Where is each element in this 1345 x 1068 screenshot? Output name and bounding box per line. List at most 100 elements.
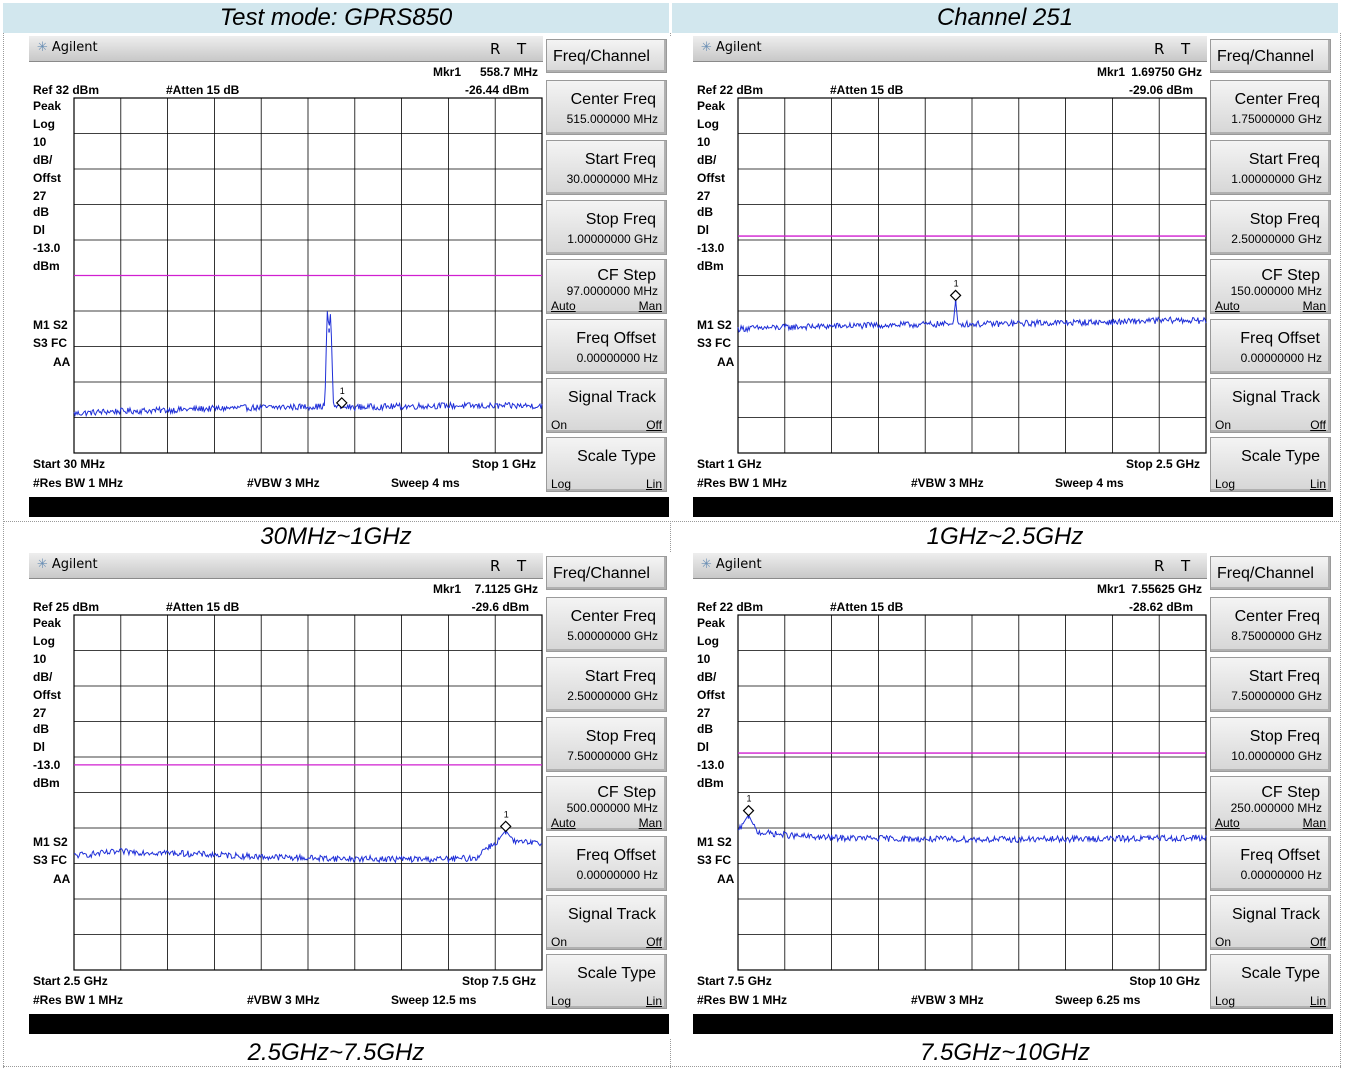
cf-step-key-option-left[interactable]: Auto <box>1215 299 1240 313</box>
scale-type-key-option-right[interactable]: Lin <box>645 994 662 1008</box>
left-annotation: Log <box>697 117 719 131</box>
marker-number: 1 <box>747 794 752 804</box>
scale-type-key-option-left[interactable]: Log <box>551 994 572 1008</box>
signal-track-key-label: Signal Track <box>1231 906 1320 923</box>
left-annotation: dB/ <box>33 153 53 167</box>
scale-type-key-option-right[interactable]: Lin <box>645 477 662 491</box>
start-frequency: Start 1 GHz <box>697 457 762 471</box>
cf-step-key-option-left[interactable]: Auto <box>551 816 576 830</box>
scale-type-key-option-left[interactable]: Log <box>1215 994 1236 1008</box>
menu-title-label: Freq/Channel <box>553 565 650 582</box>
scale-type-key-option-left[interactable]: Log <box>1215 477 1236 491</box>
signal-track-key-option-right[interactable]: Off <box>1310 935 1326 949</box>
cf-step-key[interactable]: CF Step 250.000000 MHz Auto Man <box>1210 776 1331 831</box>
center-freq-key-value: 8.75000000 GHz <box>1231 629 1322 643</box>
marker-diamond <box>499 820 512 833</box>
signal-track-key[interactable]: Signal Track On Off <box>546 895 667 950</box>
left-annotation: 27 <box>697 189 711 203</box>
scale-type-key[interactable]: Scale Type Log Lin <box>1210 954 1331 1009</box>
cf-step-key[interactable]: CF Step 97.0000000 MHz Auto Man <box>546 259 667 314</box>
start-freq-key[interactable]: Start Freq 1.00000000 GHz <box>1210 140 1331 195</box>
signal-track-key-option-left[interactable]: On <box>1215 935 1232 949</box>
signal-track-key-option-right[interactable]: Off <box>646 418 662 432</box>
stop-freq-key-value: 1.00000000 GHz <box>567 232 658 246</box>
cf-step-key[interactable]: CF Step 150.000000 MHz Auto Man <box>1210 259 1331 314</box>
left-annotation: 10 <box>33 652 47 666</box>
trace-mode-m1: M1 S2 <box>33 835 68 849</box>
start-freq-key-value: 1.00000000 GHz <box>1231 172 1322 186</box>
start-freq-key[interactable]: Start Freq 2.50000000 GHz <box>546 657 667 712</box>
center-freq-key[interactable]: Center Freq 8.75000000 GHz <box>1210 597 1331 652</box>
menu-title-freq-channel[interactable]: Freq/Channel <box>546 556 667 590</box>
start-freq-key-label: Start Freq <box>584 668 656 685</box>
start-freq-key-label: Start Freq <box>1248 668 1320 685</box>
menu-title-freq-channel[interactable]: Freq/Channel <box>546 39 667 73</box>
signal-track-key-option-left[interactable]: On <box>551 418 568 432</box>
stop-freq-key[interactable]: Stop Freq 7.50000000 GHz <box>546 717 667 772</box>
status-bar <box>29 497 669 517</box>
brand-label: ✳ Agilent <box>37 40 98 55</box>
cf-step-key-option-right[interactable]: Man <box>638 299 662 313</box>
start-freq-key[interactable]: Start Freq 7.50000000 GHz <box>1210 657 1331 712</box>
stop-freq-key[interactable]: Stop Freq 1.00000000 GHz <box>546 200 667 255</box>
cf-step-key-option-right[interactable]: Man <box>638 816 662 830</box>
header-channel: Channel 251 <box>672 3 1338 33</box>
brand-text: Agilent <box>51 40 98 55</box>
scale-type-key[interactable]: Scale Type Log Lin <box>546 437 667 492</box>
center-freq-key[interactable]: Center Freq 515.000000 MHz <box>546 80 667 135</box>
scale-type-key-option-right[interactable]: Lin <box>1309 994 1326 1008</box>
left-annotation: 10 <box>33 135 47 149</box>
freq-offset-key[interactable]: Freq Offset 0.00000000 Hz <box>546 836 667 891</box>
analyzer-panel-0: ✳ Agilent R T Mkr1 558.7 MHz -26.44 dBm Ref 32 … <box>29 36 673 521</box>
scale-type-key[interactable]: Scale Type Log Lin <box>1210 437 1331 492</box>
marker-label: Mkr1 <box>433 582 462 596</box>
spectrum-trace <box>73 311 543 418</box>
stop-frequency: Stop 10 GHz <box>1129 974 1200 988</box>
trace-mode-m1: M1 S2 <box>33 318 68 332</box>
freq-offset-key[interactable]: Freq Offset 0.00000000 Hz <box>1210 836 1331 891</box>
signal-track-key[interactable]: Signal Track On Off <box>1210 378 1331 433</box>
center-freq-key[interactable]: Center Freq 1.75000000 GHz <box>1210 80 1331 135</box>
marker-frequency: 7.55625 GHz <box>1131 582 1202 596</box>
cf-step-key-option-left[interactable]: Auto <box>551 299 576 313</box>
cf-step-key-option-left[interactable]: Auto <box>1215 816 1240 830</box>
stop-freq-key[interactable]: Stop Freq 10.0000000 GHz <box>1210 717 1331 772</box>
marker-label: Mkr1 <box>1097 65 1126 79</box>
reference-level: Ref 32 dBm <box>33 83 100 97</box>
signal-track-key[interactable]: Signal Track On Off <box>546 378 667 433</box>
cf-step-key[interactable]: CF Step 500.000000 MHz Auto Man <box>546 776 667 831</box>
start-frequency: Start 7.5 GHz <box>697 974 772 988</box>
freq-offset-key[interactable]: Freq Offset 0.00000000 Hz <box>1210 319 1331 374</box>
attenuation: #Atten 15 dB <box>830 600 904 614</box>
signal-track-key-option-left[interactable]: On <box>1215 418 1232 432</box>
left-annotation: dB <box>33 722 49 736</box>
freq-offset-key-label: Freq Offset <box>1240 330 1320 347</box>
stop-freq-key-label: Stop Freq <box>1249 728 1320 745</box>
brand-label: ✳ Agilent <box>37 557 98 572</box>
signal-track-key[interactable]: Signal Track On Off <box>1210 895 1331 950</box>
divider-horizontal-middle <box>3 521 1341 522</box>
scale-type-key-option-right[interactable]: Lin <box>1309 477 1326 491</box>
sweep-time: Sweep 4 ms <box>391 476 460 490</box>
start-freq-key[interactable]: Start Freq 30.0000000 MHz <box>546 140 667 195</box>
scale-type-key[interactable]: Scale Type Log Lin <box>546 954 667 1009</box>
menu-title-freq-channel[interactable]: Freq/Channel <box>1210 556 1331 590</box>
cf-step-key-option-right[interactable]: Man <box>1302 299 1326 313</box>
brand-text: Agilent <box>715 557 762 572</box>
cf-step-key-option-right[interactable]: Man <box>1302 816 1326 830</box>
softkey-menu: Freq/Channel Center Freq 8.75000000 GHz Sta… <box>1210 553 1333 1009</box>
divider-vertical-middle <box>670 33 671 1068</box>
agilent-logo-icon: ✳ <box>37 40 48 55</box>
stop-freq-key[interactable]: Stop Freq 2.50000000 GHz <box>1210 200 1331 255</box>
caption-panel-1: 1GHz~2.5GHz <box>926 523 1084 550</box>
signal-track-key-option-right[interactable]: Off <box>646 935 662 949</box>
scale-type-key-option-left[interactable]: Log <box>551 477 572 491</box>
center-freq-key[interactable]: Center Freq 5.00000000 GHz <box>546 597 667 652</box>
stop-freq-key-value: 7.50000000 GHz <box>567 749 658 763</box>
signal-track-key-option-right[interactable]: Off <box>1310 418 1326 432</box>
freq-offset-key-label: Freq Offset <box>576 330 656 347</box>
signal-track-key-option-left[interactable]: On <box>551 935 568 949</box>
freq-offset-key[interactable]: Freq Offset 0.00000000 Hz <box>546 319 667 374</box>
trace-mode-m1: M1 S2 <box>697 835 732 849</box>
menu-title-freq-channel[interactable]: Freq/Channel <box>1210 39 1331 73</box>
